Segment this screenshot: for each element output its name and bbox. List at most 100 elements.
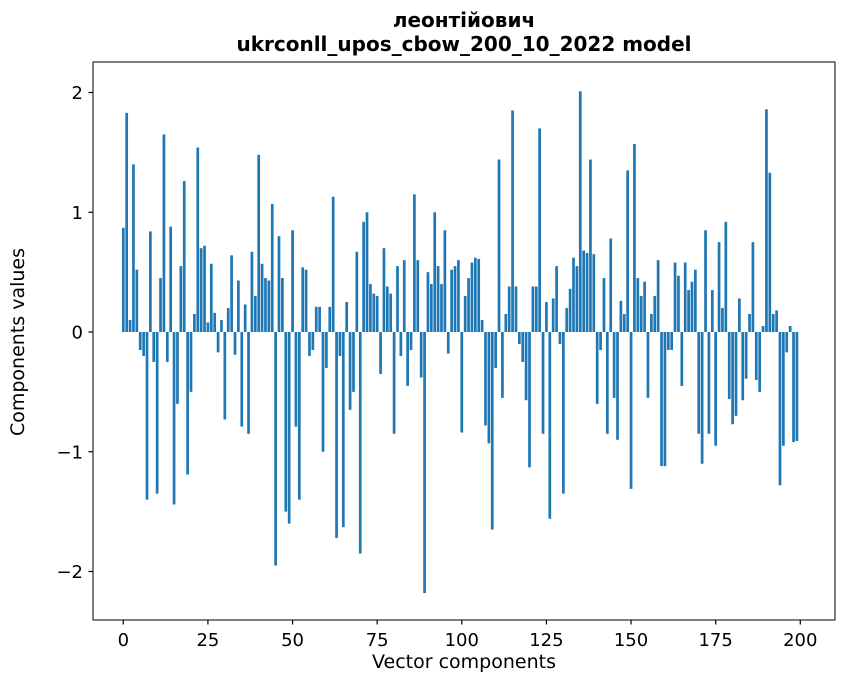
bar	[606, 332, 609, 434]
bar	[196, 147, 200, 332]
bar	[240, 332, 244, 427]
bar	[365, 212, 369, 332]
chart-title-line1: леонтійович	[392, 8, 536, 32]
bar	[795, 332, 799, 441]
bar	[721, 308, 724, 332]
bar	[629, 332, 633, 489]
x-tick-label: 125	[529, 630, 563, 651]
bar	[369, 284, 372, 332]
bar	[335, 332, 338, 538]
bar	[362, 221, 365, 332]
bar	[318, 306, 321, 332]
bar	[480, 320, 484, 332]
bar	[636, 278, 640, 332]
bar	[426, 272, 430, 333]
x-tick-label: 75	[366, 630, 389, 651]
bar	[517, 332, 521, 344]
bar	[595, 332, 599, 404]
bar	[314, 306, 318, 332]
x-axis-label: Vector components	[372, 651, 556, 673]
bar	[413, 194, 416, 332]
bar	[683, 262, 687, 332]
bar	[270, 203, 274, 332]
bar	[308, 332, 311, 356]
bar	[450, 269, 453, 332]
bar	[548, 332, 552, 519]
bar	[152, 332, 156, 362]
bar	[304, 269, 308, 332]
y-tick-label: −1	[56, 442, 83, 463]
bar	[182, 181, 186, 332]
bar	[226, 308, 230, 332]
bar	[582, 250, 586, 332]
bar	[666, 332, 670, 350]
bar	[484, 332, 487, 426]
bar	[155, 332, 159, 494]
x-axis: 0 25 50 75 100 125 150 175 200	[118, 620, 817, 651]
bar	[626, 170, 630, 332]
bar	[165, 332, 169, 362]
bar	[287, 332, 291, 524]
y-tick-label: 2	[72, 83, 83, 104]
bar	[754, 332, 758, 380]
bar	[409, 332, 413, 350]
bar	[741, 332, 745, 401]
bar	[650, 314, 653, 332]
bar	[504, 314, 508, 332]
x-tick-label: 0	[118, 630, 129, 651]
bar	[694, 269, 697, 332]
bar	[616, 332, 619, 440]
bar	[490, 332, 494, 530]
bar	[250, 251, 254, 332]
bar	[189, 332, 193, 392]
bar	[253, 296, 257, 332]
bar	[159, 278, 162, 332]
bar	[670, 332, 674, 350]
bar	[687, 290, 690, 332]
bar	[142, 332, 145, 356]
bar	[396, 266, 399, 332]
bar	[646, 332, 650, 398]
bar	[514, 286, 518, 332]
bar	[379, 332, 382, 374]
bar	[771, 314, 775, 332]
x-tick-label: 200	[783, 630, 817, 651]
bar	[643, 281, 646, 332]
bar	[216, 332, 220, 353]
bar	[714, 332, 718, 446]
chart-title-line2: ukrconll_upos_cbow_200_10_2022 model	[236, 32, 692, 56]
bar	[149, 231, 152, 332]
bar	[457, 260, 460, 332]
bar	[731, 332, 734, 425]
y-tick-label: −2	[56, 562, 83, 583]
y-tick-label: 0	[72, 323, 83, 344]
x-tick-label: 175	[698, 630, 732, 651]
bar	[545, 302, 548, 332]
bar	[172, 332, 176, 505]
bar	[389, 293, 393, 332]
bar	[138, 332, 142, 350]
bar	[399, 332, 403, 356]
bar	[132, 164, 135, 332]
x-tick-label: 25	[196, 630, 219, 651]
bar	[416, 260, 420, 332]
bar	[392, 332, 396, 434]
bar	[294, 332, 298, 427]
bar	[453, 266, 457, 332]
bar	[348, 332, 352, 410]
x-tick-label: 50	[281, 630, 304, 651]
bar	[264, 278, 267, 332]
bar	[785, 332, 789, 353]
bar	[162, 134, 166, 332]
bar	[680, 332, 684, 386]
bar	[727, 332, 731, 400]
bar	[440, 284, 443, 332]
bar	[473, 257, 477, 332]
bar	[436, 266, 440, 332]
bar	[193, 314, 196, 332]
bar	[589, 159, 592, 332]
bar	[213, 312, 217, 332]
axes-spines	[92, 61, 836, 621]
bar	[663, 332, 667, 467]
